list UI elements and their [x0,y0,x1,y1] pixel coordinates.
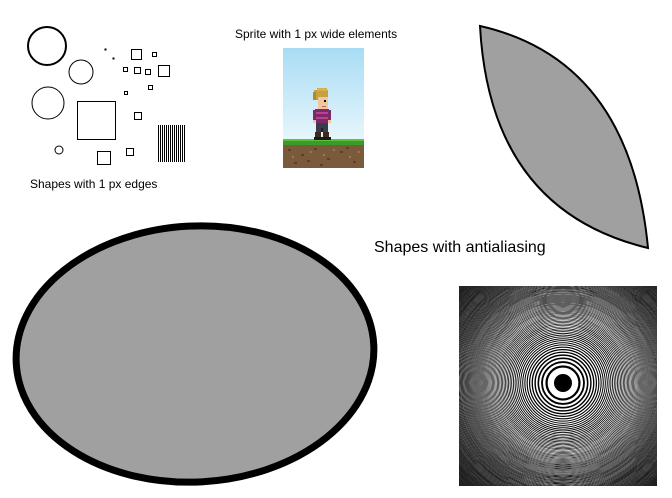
zone-ring [459,286,657,486]
square-small-2 [134,67,141,74]
zone-ring [508,328,618,438]
zone-ring [499,319,627,447]
zone-ring [474,294,652,472]
zone-ring [488,308,638,458]
dot-square-2 [112,57,115,60]
zone-ring [464,286,657,482]
zone-ring [506,326,620,440]
zone-ring [534,354,592,412]
square-small-4 [134,112,142,120]
zone-ring [473,293,653,473]
circle-tiny [54,145,64,155]
zone-ring [479,299,647,467]
big-ellipse [12,222,378,486]
leaf-shape [478,24,650,250]
square-tiny-1 [152,52,157,57]
zone-ring [495,315,631,451]
square-tiny-3 [145,69,151,75]
zone-ring [471,291,655,475]
zone-ring [516,336,610,430]
zone-ring [462,286,657,484]
zone-ring [518,338,608,428]
zone-ring [460,286,657,486]
zone-ring [520,340,606,426]
zone-ring [478,298,648,468]
zone-ring [467,287,657,479]
zone-ring [465,286,657,481]
zone-ring [509,329,617,437]
zone-ring [526,346,600,420]
zone-ring [505,325,621,441]
zone-plate [459,286,657,486]
zone-ring [459,286,657,486]
zone-ring [487,307,639,459]
zone-ring [502,322,624,444]
zone-ring [481,301,645,465]
zone-ring [545,365,581,401]
label-sprite: Sprite with 1 px wide elements [235,27,398,41]
square-tiny-4 [148,85,153,90]
zone-ring [477,297,649,469]
zone-ring [498,318,628,448]
zone-ring [524,344,602,422]
zone-ring [491,311,635,455]
label-antialiasing: Shapes with antialiasing [374,239,546,256]
pixel-art-boy-icon [283,48,364,168]
zone-ring [541,361,585,405]
square-small-3 [158,65,170,77]
zone-ring [490,310,636,456]
zone-ring [514,334,612,432]
zone-ring [500,320,626,446]
zone-ring [496,316,630,450]
sprite-box [283,48,364,168]
square-small-5 [97,151,111,165]
zone-ring [480,300,646,466]
circle-medium [68,59,94,85]
one-px-shapes-group [27,26,185,165]
zone-ring [494,314,632,452]
zone-ring [531,351,595,415]
label-shapes-1px: Shapes with 1 px edges [30,177,158,191]
zone-ring [537,357,589,409]
zone-ring [554,374,572,392]
circle-mid-left [31,86,65,120]
square-tiny-2 [123,67,128,72]
square-tiny-5 [124,91,128,95]
zone-ring [522,342,604,424]
square-small-6 [126,148,134,156]
vertical-line-pattern [158,125,185,162]
zone-ring [464,286,657,482]
square-large [77,101,116,140]
zone-ring [468,288,657,478]
zone-ring [482,302,644,464]
zone-ring [470,290,656,476]
zone-ring [484,304,642,462]
zone-ring [489,309,637,457]
square-small-1 [131,49,142,60]
zone-ring [476,296,650,470]
zone-ring [512,332,614,434]
zone-ring [486,306,640,460]
zone-ring [469,289,657,477]
zone-ring [528,348,598,418]
zone-ring [485,305,641,461]
circle-large [27,26,67,66]
zone-ring [466,286,657,480]
zone-ring [473,293,653,473]
zone-ring [475,295,651,471]
zone-ring [463,286,657,483]
zone-ring [503,323,623,443]
zone-ring [461,286,657,485]
dot-square [104,48,107,51]
zone-ring [472,292,654,474]
zone-ring [511,331,615,435]
zone-ring [493,313,633,453]
